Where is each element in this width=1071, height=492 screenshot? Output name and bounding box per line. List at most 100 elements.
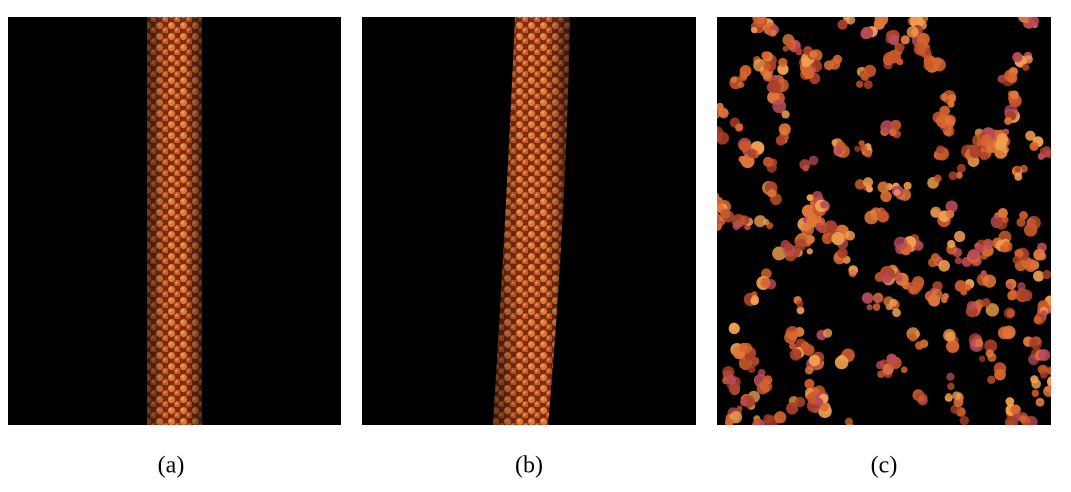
- blob: [770, 29, 777, 36]
- protein-cluster: [906, 327, 929, 350]
- protein-cluster: [844, 417, 855, 425]
- protein-cluster: [756, 268, 777, 290]
- blob: [913, 42, 927, 56]
- blob: [1023, 223, 1038, 237]
- blob: [767, 188, 777, 198]
- protein-cluster: [912, 389, 928, 406]
- protein-cluster: [797, 216, 819, 236]
- blob: [861, 292, 874, 304]
- protein-cluster: [907, 17, 929, 31]
- protein-cluster: [976, 270, 997, 288]
- blob: [1038, 349, 1051, 362]
- blob: [877, 210, 889, 223]
- blob: [753, 419, 761, 425]
- blob: [954, 256, 963, 265]
- protein-cluster: [762, 180, 782, 206]
- protein-cluster: [761, 18, 780, 37]
- blob: [975, 338, 984, 347]
- blob: [980, 270, 987, 277]
- protein-cluster: [1015, 282, 1033, 303]
- blob: [1043, 385, 1051, 397]
- protein-cluster: [1024, 252, 1047, 272]
- blob: [794, 238, 808, 251]
- blob: [1005, 397, 1015, 406]
- blob: [837, 247, 848, 259]
- protein-cluster: [1033, 269, 1051, 282]
- blob: [801, 57, 811, 68]
- protein-cluster: [913, 42, 932, 57]
- blob: [889, 298, 898, 307]
- blob: [789, 342, 797, 350]
- blob: [709, 129, 716, 136]
- protein-cluster: [753, 373, 773, 395]
- blob: [874, 17, 889, 26]
- protein-cluster: [833, 247, 851, 265]
- blob: [933, 174, 942, 183]
- protein-cluster: [981, 298, 1000, 317]
- protein-cluster: [893, 236, 912, 256]
- blob: [1029, 336, 1043, 350]
- blob: [964, 284, 972, 291]
- blob: [1006, 309, 1015, 318]
- blob: [763, 27, 771, 34]
- blob: [737, 81, 745, 89]
- protein-cluster: [1005, 397, 1021, 419]
- blob: [804, 366, 814, 375]
- blob: [855, 80, 864, 88]
- protein-cluster: [1043, 376, 1051, 397]
- protein-cluster: [944, 391, 964, 408]
- blob: [738, 342, 749, 353]
- blob: [739, 65, 752, 77]
- protein-cluster: [717, 208, 735, 226]
- blob: [939, 105, 950, 117]
- caption: (b): [515, 453, 543, 479]
- blob: [900, 366, 908, 374]
- protein-cluster: [933, 145, 950, 161]
- protein-cluster: [831, 138, 850, 158]
- protein-cluster: [775, 123, 791, 146]
- protein-cluster: [800, 341, 815, 356]
- protein-cluster: [894, 272, 909, 286]
- blob: [859, 144, 868, 152]
- blob: [717, 197, 723, 205]
- blob: [760, 277, 771, 288]
- blob: [1010, 404, 1021, 415]
- blob: [952, 391, 961, 400]
- blob: [767, 79, 782, 93]
- protein-cluster: [740, 390, 760, 410]
- blob: [847, 423, 855, 425]
- protein-cluster: [945, 200, 958, 219]
- blob: [938, 260, 950, 272]
- protein-cluster: [1037, 364, 1051, 379]
- protein-cluster: [965, 299, 985, 318]
- blob: [881, 273, 892, 284]
- blob: [945, 209, 955, 219]
- blob: [1004, 117, 1012, 125]
- blob: [838, 354, 845, 361]
- protein-cluster: [717, 102, 729, 119]
- blob: [823, 328, 833, 338]
- blob: [886, 353, 897, 365]
- blob: [786, 41, 794, 49]
- blob: [1031, 389, 1039, 397]
- blob: [829, 58, 841, 70]
- protein-cluster: [997, 66, 1018, 87]
- blob: [866, 304, 873, 311]
- blob: [746, 148, 757, 158]
- blob: [864, 210, 879, 225]
- panel-a: [8, 17, 341, 425]
- blob: [945, 200, 958, 213]
- protein-cluster: [786, 396, 806, 415]
- blob: [1019, 211, 1028, 220]
- filament-shade: [147, 17, 202, 425]
- blob: [947, 239, 956, 249]
- blob: [753, 58, 767, 72]
- protein-cluster: [777, 57, 789, 75]
- protein-cluster: [746, 148, 760, 159]
- blob: [874, 296, 882, 304]
- blob: [940, 93, 948, 101]
- protein-cluster: [1028, 347, 1051, 365]
- blob: [717, 218, 720, 226]
- blob: [772, 99, 787, 114]
- protein-cluster: [729, 65, 752, 90]
